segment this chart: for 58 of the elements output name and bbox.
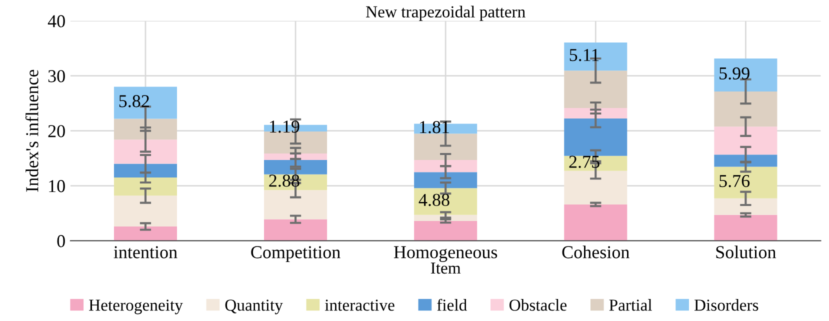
bar — [264, 160, 328, 174]
bar — [564, 42, 628, 71]
x-tick-label: Solution — [716, 246, 776, 258]
y-tick-label: 20 — [48, 125, 65, 138]
data-label: 5.76 — [720, 174, 750, 188]
bar — [714, 58, 778, 92]
x-tick-label: Competition — [251, 246, 340, 262]
bar — [264, 219, 328, 241]
legend-label: Disorders — [694, 299, 758, 311]
bar — [114, 86, 177, 119]
data-label: 2.75 — [569, 156, 600, 168]
legend-label: Obstacle — [510, 299, 567, 311]
bar — [714, 91, 778, 127]
legend-label: Heterogeneity — [89, 300, 183, 314]
legend-label: interactive — [324, 300, 394, 311]
x-tick-label: Cohesion — [562, 246, 630, 258]
bar — [564, 204, 628, 241]
bar — [564, 118, 628, 156]
bar — [114, 164, 177, 178]
bar — [564, 170, 628, 204]
bar — [264, 131, 328, 154]
y-tick-label: 0 — [57, 235, 65, 248]
y-tick-label: 30 — [48, 70, 65, 82]
y-tick-label: 10 — [49, 180, 65, 192]
y-axis-title: Index's influence — [25, 70, 38, 192]
x-tick-label: intention — [114, 246, 178, 258]
bar — [114, 196, 177, 226]
bar — [114, 140, 177, 164]
data-label: 5.11 — [570, 48, 599, 62]
bar — [414, 172, 478, 188]
bar — [114, 226, 177, 241]
bar — [114, 178, 177, 196]
data-label: 5.82 — [119, 95, 149, 108]
data-label: 1.19 — [270, 120, 300, 133]
bar — [264, 190, 328, 220]
bar — [714, 154, 778, 167]
legend-label: Partial — [609, 299, 652, 311]
legend-label: Quantity — [225, 300, 283, 314]
chart-title: New trapezoidal pattern — [366, 6, 526, 21]
bar — [714, 214, 778, 241]
x-axis-title: Item — [430, 262, 461, 274]
bar — [414, 134, 478, 160]
bar — [114, 118, 177, 140]
data-label: 1.81 — [420, 121, 449, 134]
bar — [714, 198, 778, 215]
y-tick-label: 40 — [48, 15, 65, 28]
data-label: 2.88 — [269, 174, 300, 187]
data-label: 5.99 — [720, 67, 750, 80]
bar — [564, 70, 628, 108]
bar — [414, 220, 478, 241]
data-label: 4.88 — [418, 194, 450, 206]
x-tick-label: Homogeneous — [394, 246, 498, 262]
bar — [564, 108, 628, 118]
legend-label: field — [437, 298, 467, 311]
bar — [414, 188, 478, 215]
bar — [714, 126, 778, 155]
bar — [414, 160, 478, 172]
bar — [714, 166, 778, 198]
